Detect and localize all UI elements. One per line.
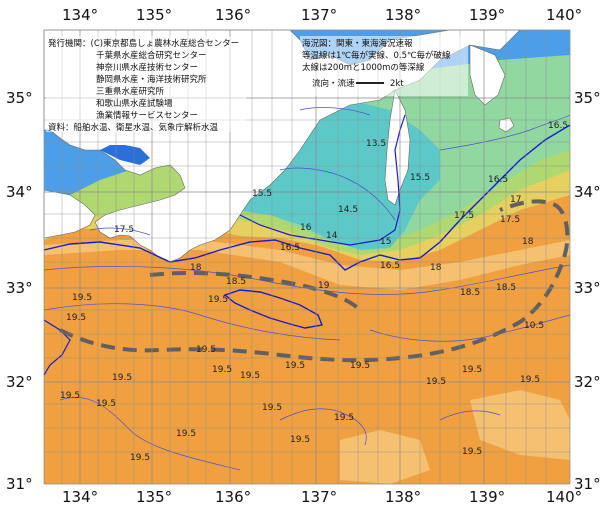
info-right-bg (300, 36, 468, 96)
latitude-label: 35° (574, 89, 600, 107)
latitude-label: 34° (6, 183, 33, 201)
latitude-label: 31° (574, 475, 600, 493)
isotherm-label: 17 (510, 195, 521, 205)
isotherm-label: 15 (380, 237, 391, 247)
info-left-line: 千葉県水産総合研究センター (96, 50, 207, 61)
isotherm-label: 19.5 (334, 413, 354, 423)
legend-unit: 2kt (390, 79, 404, 89)
isotherm-label: 19.5 (462, 365, 482, 375)
isotherm-label: 19.5 (66, 313, 86, 323)
longitude-label: 139° (469, 488, 505, 506)
isotherm-label: 14 (326, 231, 338, 241)
legend-label: 流向・流速 (312, 78, 355, 89)
longitude-label: 137° (301, 6, 337, 24)
info-left-line: 資料：船舶水温、衛星水温、気象庁解析水温 (48, 122, 219, 133)
longitude-label: 137° (301, 488, 337, 506)
isotherm-label: 19.5 (285, 361, 305, 371)
land-boso (469, 44, 506, 106)
longitude-label: 134° (62, 6, 98, 24)
isotherm-label: 10.5 (524, 321, 544, 331)
isobath-southwest (43, 319, 71, 376)
longitude-labels-bottom: 134° 135° 136° 137° 138° 139° 140° (62, 488, 582, 506)
isotherm-label: 18 (190, 263, 202, 273)
isotherm-label: 18 (430, 263, 442, 273)
isotherm-label: 19 (318, 281, 330, 291)
isotherm-label: 19.5 (212, 365, 232, 375)
longitude-label: 140° (546, 6, 582, 24)
isotherm-label: 19.5 (112, 373, 132, 383)
isotherm-label: 19.5 (72, 293, 92, 303)
isotherm-label: 19.5 (60, 391, 80, 401)
isotherm-label: 19.5 (426, 377, 446, 387)
info-left-bg (46, 36, 246, 132)
longitude-label: 136° (215, 488, 251, 506)
info-left-line: 三重県水産研究所 (96, 86, 165, 97)
longitude-label: 135° (136, 488, 172, 506)
isotherm-labels: 19.5 19.5 19.5 19.5 19.5 19.5 19.5 19.5 … (60, 121, 568, 463)
isotherm-label: 19.5 (520, 375, 540, 385)
kuroshio-axis-north (149, 271, 362, 312)
info-left-line: 神奈川県水産技術センター (96, 62, 198, 73)
latitude-label: 33° (6, 279, 33, 297)
isotherm-label: 18.5 (460, 288, 480, 298)
isotherm-label: 19.5 (176, 429, 196, 439)
isotherm-label: 19.5 (290, 435, 310, 445)
longitude-label: 136° (215, 6, 251, 24)
info-left-line: 静岡県水産・海洋技術研究所 (96, 74, 207, 85)
isobath-1000m (239, 114, 406, 246)
latitude-label: 34° (574, 183, 600, 201)
isotherm-label: 17.5 (114, 225, 134, 235)
latitude-label: 32° (574, 373, 600, 391)
isobath-200m (43, 124, 571, 271)
isotherm-label: 19.5 (196, 345, 216, 355)
info-left-line: 発行機関：(C)東京都島しょ農林水産総合センター (48, 38, 239, 49)
isotherm-label: 17.5 (454, 211, 474, 221)
info-left-line: 漁業情報サービスセンター (96, 110, 198, 121)
isotherm-label: 17.5 (500, 215, 520, 225)
latitude-labels-right: 35° 34° 33° 32° 31° (574, 89, 600, 493)
longitude-label: 140° (546, 488, 582, 506)
info-left-line: 和歌山県水産試験場 (96, 98, 173, 109)
water-mass-south-light (340, 430, 430, 484)
land-oshima (498, 117, 515, 133)
longitude-label: 138° (385, 488, 421, 506)
longitude-label: 138° (385, 6, 421, 24)
isotherm-label: 18 (522, 237, 534, 247)
longitude-label: 134° (62, 488, 98, 506)
latitude-label: 32° (6, 373, 33, 391)
isotherm-label: 15.5 (410, 173, 430, 183)
info-right-line: 等温線は1℃毎が実線、0.5℃毎が破線 (302, 50, 451, 61)
info-right-line: 海況図：関東・東海海況速報 (302, 38, 413, 49)
isotherm-label: 19.5 (96, 399, 116, 409)
isotherm-label: 13.5 (366, 139, 386, 149)
water-mass-southeast-light (470, 390, 570, 460)
isotherm-label: 19.5 (130, 453, 150, 463)
longitude-labels-top: 134° 135° 136° 137° 138° 139° 140° (62, 6, 582, 24)
latitude-label: 31° (6, 475, 33, 493)
isotherm-label: 16.5 (280, 243, 300, 253)
isotherm-label: 16.5 (488, 175, 508, 185)
latitude-label: 35° (6, 89, 33, 107)
info-right-line: 太線は200mと1000mの等深線 (302, 62, 425, 73)
latitude-label: 33° (574, 279, 600, 297)
isotherm-label: 19.5 (262, 403, 282, 413)
water-mass-lightband (44, 240, 570, 290)
isotherm-label: 19.5 (350, 361, 370, 371)
isotherm-lines (43, 107, 571, 471)
isotherm-label: 14.5 (338, 205, 358, 215)
isotherm-label: 19.5 (462, 447, 482, 457)
isotherm-label: 19.5 (208, 295, 228, 305)
isotherm-label: 18.5 (496, 283, 516, 293)
isotherm-label: 19.5 (240, 371, 260, 381)
longitude-label: 139° (469, 6, 505, 24)
isotherm-label: 18.5 (226, 277, 246, 287)
isotherm-label: 16.5 (548, 121, 568, 131)
longitude-label: 135° (136, 6, 172, 24)
isotherm-label: 16.5 (380, 261, 400, 271)
isotherm-label: 16 (300, 223, 312, 233)
isotherm-label: 15.5 (252, 189, 272, 199)
latitude-labels-left: 35° 34° 33° 32° 31° (6, 89, 33, 493)
land-ise-bay (100, 145, 150, 165)
